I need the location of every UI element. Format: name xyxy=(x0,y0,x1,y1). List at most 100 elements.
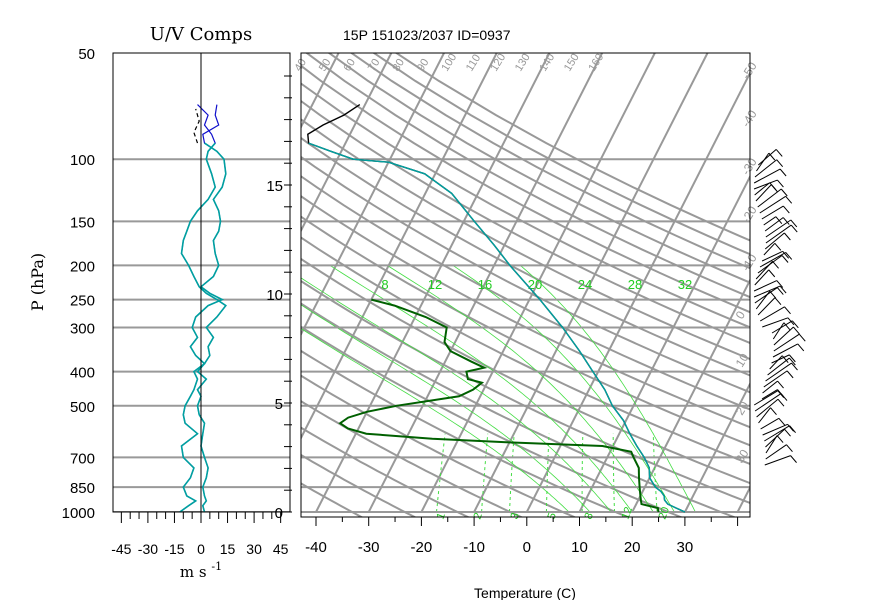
dry-adiabat-label: 90 xyxy=(415,57,432,74)
dry-adiabat-label: 50 xyxy=(317,57,334,74)
uv-series-line xyxy=(180,142,227,512)
moist-adiabat-label: 12 xyxy=(428,277,442,292)
isotherm-line xyxy=(578,174,750,513)
wind-barb-flag xyxy=(775,149,783,157)
uv-xlabel-units: m s xyxy=(180,563,207,581)
dry-adiabat-label: 160 xyxy=(586,52,606,74)
temperature-line xyxy=(308,142,686,513)
wind-barb xyxy=(762,380,778,394)
temp-x-tick-label: -20 xyxy=(411,539,433,556)
wind-barb-flag xyxy=(786,444,793,453)
dry-adiabat-line xyxy=(301,195,750,429)
uv-x-tick-label: -15 xyxy=(164,541,184,557)
isotherm-line xyxy=(301,53,498,441)
wind-barb xyxy=(753,280,777,292)
uv-y-tick-label: 850 xyxy=(70,480,95,497)
wind-barb xyxy=(759,252,787,268)
wind-barb xyxy=(757,297,776,316)
wind-barb xyxy=(761,250,783,262)
wind-barb-flag xyxy=(779,168,787,177)
wind-barb xyxy=(758,149,777,166)
wind-barb xyxy=(754,159,777,178)
uv-xlabel-exponent: -1 xyxy=(211,560,222,573)
skewt-title: 15P 151023/2037 ID=0937 xyxy=(343,27,511,43)
wind-barb xyxy=(764,217,784,232)
wind-barbs xyxy=(753,149,806,466)
wind-barb-flag xyxy=(782,205,790,214)
skewt-plot-frame xyxy=(300,52,751,518)
wind-barb xyxy=(765,362,792,382)
isotherm-edge-label: -10 xyxy=(739,251,760,273)
dry-adiabat-line xyxy=(301,325,684,517)
mixing-ratio-line xyxy=(545,433,550,513)
wind-barb-flag xyxy=(781,355,789,364)
height-tick-label: 10 xyxy=(266,287,283,304)
wind-barb-flag xyxy=(785,252,793,260)
dewpoint-line xyxy=(338,298,660,513)
wind-barb xyxy=(772,322,785,340)
wind-barb-flag xyxy=(776,280,784,288)
dry-adiabat-line xyxy=(301,215,750,447)
dry-adiabat-line xyxy=(305,53,750,299)
wind-barb-flag xyxy=(780,188,788,197)
dry-adiabat-line xyxy=(301,453,417,517)
wind-barb xyxy=(765,219,792,238)
temp-x-tick-label: -30 xyxy=(358,539,380,556)
uv-y-tick-label: 150 xyxy=(70,214,95,231)
skewt-grid xyxy=(301,53,887,517)
dry-adiabat-line xyxy=(301,482,364,517)
dry-adiabat-line xyxy=(301,257,750,485)
uv-xlabel: m s -1 xyxy=(180,560,222,581)
wind-barb xyxy=(767,357,790,376)
skewt-xlabel: Temperature (C) xyxy=(474,585,576,600)
dry-adiabat-line xyxy=(301,118,750,361)
uv-x-tick-label: 15 xyxy=(220,541,236,557)
wind-barb-flag xyxy=(769,290,777,299)
isotherm-line xyxy=(843,53,887,512)
wind-barb xyxy=(771,320,793,334)
isotherm-line xyxy=(315,53,551,513)
wind-barb xyxy=(761,205,784,220)
isotherm-edge-label: 20 xyxy=(733,399,752,418)
mixing-ratio-line xyxy=(436,433,446,513)
uv-series-line xyxy=(193,108,200,144)
wind-barb xyxy=(755,260,773,280)
wind-barb-flag xyxy=(780,393,788,401)
wind-barb-flag xyxy=(777,179,784,188)
wind-barb xyxy=(769,355,783,370)
uv-x-tick-label: 30 xyxy=(246,541,262,557)
moist-adiabat-label: 16 xyxy=(478,277,492,292)
skewt-series xyxy=(307,104,686,513)
height-tick-label: 0 xyxy=(275,505,283,522)
isotherm-line xyxy=(473,53,709,513)
moist-adiabat-line xyxy=(301,327,570,513)
uv-y-tick-label: 300 xyxy=(70,321,95,338)
wind-barb-flag xyxy=(783,232,791,241)
dry-adiabat-line xyxy=(301,236,750,466)
wind-barb xyxy=(754,182,771,196)
p-axis-label: P (hPa) xyxy=(28,253,47,311)
wind-barb xyxy=(764,425,790,442)
wind-barb-flag xyxy=(772,260,779,269)
wind-barb xyxy=(773,326,794,346)
dry-adiabat-line xyxy=(301,136,750,377)
dry-adiabat-label: 70 xyxy=(366,57,383,74)
moist-adiabat-line xyxy=(301,277,612,513)
wind-barb xyxy=(759,306,785,322)
wind-barb xyxy=(759,195,786,214)
isotherm-line xyxy=(301,53,393,233)
wind-barb xyxy=(763,370,788,388)
wind-barb-flag xyxy=(783,322,791,331)
wind-barb-flag xyxy=(788,357,796,366)
wind-barb xyxy=(765,435,778,454)
mixing-ratio-line xyxy=(652,433,658,513)
mixing-ratio-label: 8 xyxy=(583,511,596,521)
wind-barb xyxy=(761,389,778,400)
wind-barb-flag xyxy=(774,242,782,251)
wind-barb xyxy=(753,390,779,406)
uv-y-tick-label: 1000 xyxy=(62,505,95,522)
